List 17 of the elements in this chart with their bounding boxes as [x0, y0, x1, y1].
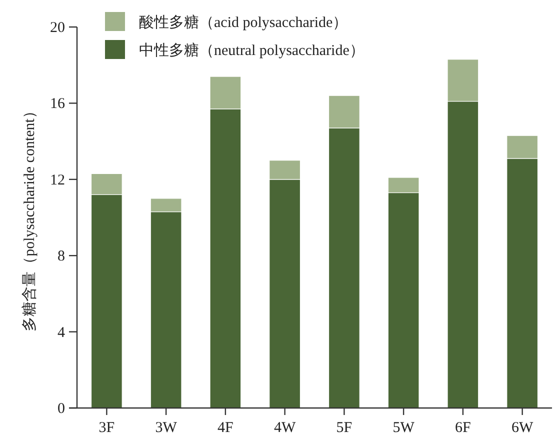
x-tick-label: 4W	[274, 420, 296, 436]
y-tick-label: 12	[50, 172, 65, 188]
y-tick-label: 20	[50, 20, 65, 36]
legend-label: 酸性多糖（acid polysaccharide）	[139, 14, 348, 31]
y-tick-label: 4	[58, 324, 66, 341]
x-tick-label: 5F	[336, 420, 352, 436]
y-tick-label: 16	[50, 96, 66, 112]
y-axis-title: 多糖含量（polysaccharide content）	[21, 104, 38, 332]
y-tick-label: 0	[58, 401, 65, 417]
legend-label: 中性多糖（neutral polysaccharide）	[139, 42, 364, 59]
x-tick-label: 6F	[455, 420, 471, 436]
x-tick-label: 3F	[98, 420, 115, 436]
x-tick-label: 6W	[511, 420, 534, 436]
x-tick-label: 5W	[392, 420, 416, 436]
x-tick-label: 4F	[218, 420, 234, 436]
x-tick-label: 3W	[155, 420, 178, 436]
y-tick-label: 8	[58, 248, 65, 265]
